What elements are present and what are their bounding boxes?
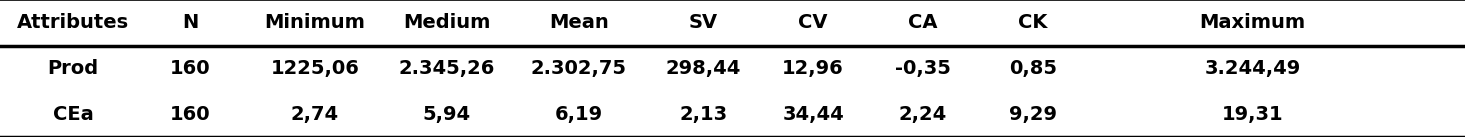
Text: N: N (182, 13, 199, 32)
Text: 5,94: 5,94 (423, 105, 470, 124)
Text: 2,74: 2,74 (292, 105, 338, 124)
Text: CEa: CEa (53, 105, 94, 124)
Text: CK: CK (1018, 13, 1047, 32)
Text: 0,85: 0,85 (1009, 59, 1056, 78)
Text: Minimum: Minimum (265, 13, 365, 32)
Text: 2.345,26: 2.345,26 (398, 59, 495, 78)
Text: 1225,06: 1225,06 (271, 59, 359, 78)
Text: 298,44: 298,44 (665, 59, 741, 78)
Text: 9,29: 9,29 (1009, 105, 1056, 124)
Text: 12,96: 12,96 (782, 59, 844, 78)
Text: 6,19: 6,19 (555, 105, 602, 124)
Text: Maximum: Maximum (1200, 13, 1305, 32)
Text: -0,35: -0,35 (895, 59, 951, 78)
Text: 160: 160 (170, 59, 211, 78)
Text: SV: SV (689, 13, 718, 32)
Text: CA: CA (908, 13, 938, 32)
Text: Prod: Prod (48, 59, 98, 78)
Text: Attributes: Attributes (18, 13, 129, 32)
Text: Mean: Mean (549, 13, 608, 32)
Text: 2.302,75: 2.302,75 (530, 59, 627, 78)
Text: 34,44: 34,44 (782, 105, 844, 124)
Text: 160: 160 (170, 105, 211, 124)
Text: 3.244,49: 3.244,49 (1204, 59, 1301, 78)
Text: 2,24: 2,24 (900, 105, 946, 124)
Text: 2,13: 2,13 (680, 105, 727, 124)
Text: CV: CV (798, 13, 828, 32)
Text: Medium: Medium (403, 13, 491, 32)
Text: 19,31: 19,31 (1222, 105, 1283, 124)
